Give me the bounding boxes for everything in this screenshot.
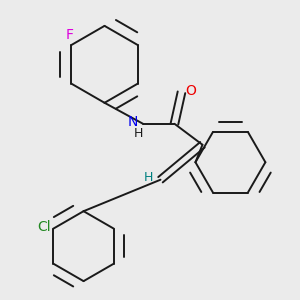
Text: O: O: [185, 84, 196, 98]
Text: N: N: [128, 115, 138, 129]
Text: H: H: [144, 172, 153, 184]
Text: H: H: [134, 127, 143, 140]
Text: Cl: Cl: [38, 220, 51, 234]
Text: F: F: [65, 28, 74, 42]
